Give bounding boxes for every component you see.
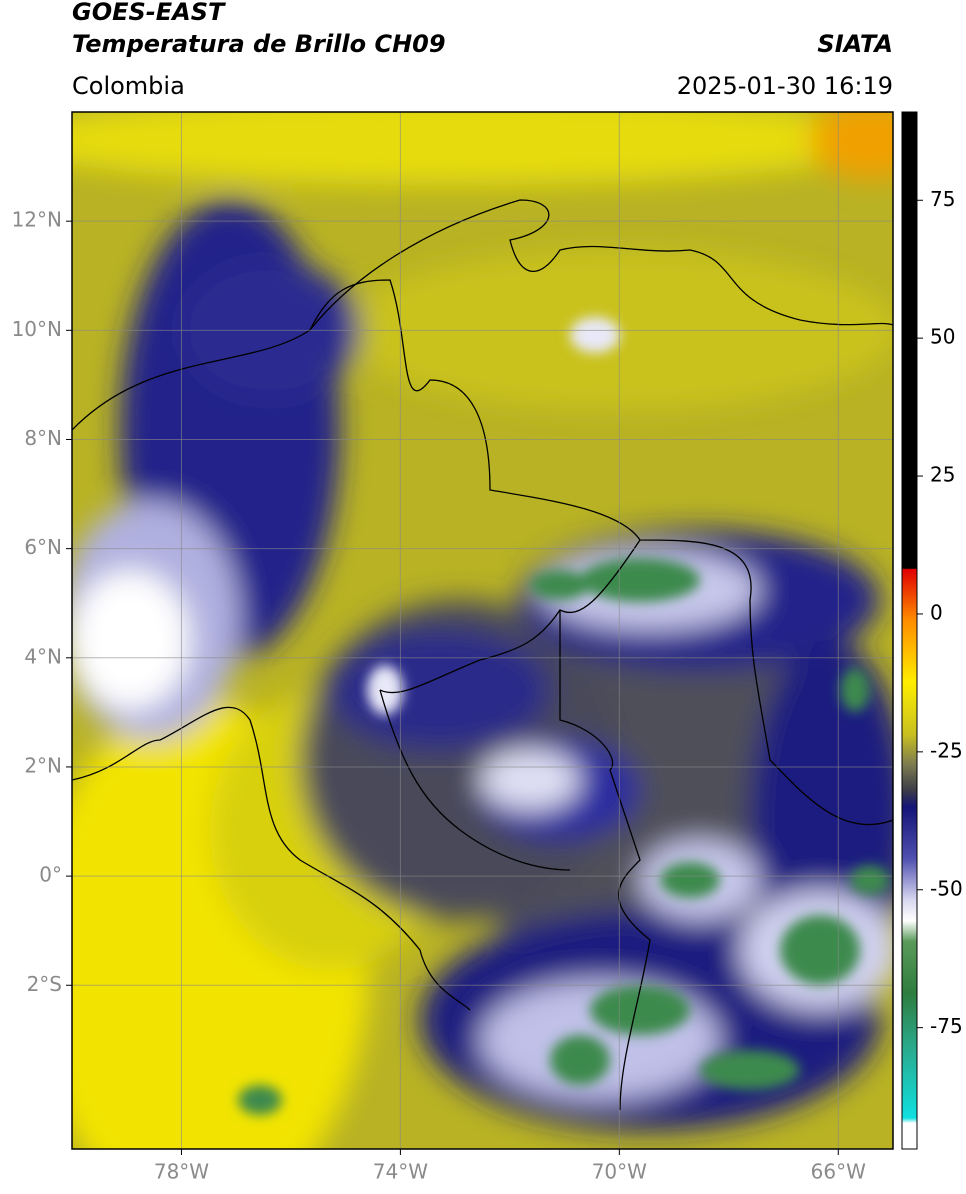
y-tick-label: 6°N (24, 535, 62, 559)
x-tick-label: 74°W (373, 1160, 428, 1184)
colorbar-tick-label: -25 (930, 738, 963, 762)
y-tick-label: 10°N (12, 317, 62, 341)
datetime: 2025-01-30 16:19 (677, 72, 893, 100)
colorbar-tick-label: -50 (930, 876, 963, 900)
title: GOES-EAST (72, 0, 226, 26)
y-tick-label: 2°S (27, 972, 62, 996)
satellite-image (72, 112, 893, 1149)
subtitle: Temperatura de Brillo CH09 (72, 30, 446, 58)
grid (72, 112, 893, 1149)
y-tick-label: 8°N (24, 426, 62, 450)
source: SIATA (817, 30, 893, 58)
colorbar-tick-label: 25 (930, 463, 955, 487)
y-tick-label: 2°N (24, 753, 62, 777)
colorbar-tick-label: 0 (930, 600, 943, 624)
x-tick-label: 78°W (154, 1160, 209, 1184)
colorbar (901, 111, 918, 1150)
colorbar-tick-label: 50 (930, 325, 955, 349)
y-tick-label: 0° (39, 863, 62, 887)
y-tick-label: 12°N (12, 208, 62, 232)
region: Colombia (72, 72, 185, 100)
colorbar-tick-label: 75 (930, 187, 955, 211)
x-tick-label: 70°W (592, 1160, 647, 1184)
y-tick-label: 4°N (24, 644, 62, 668)
map-frame (71, 111, 894, 1150)
x-tick-label: 66°W (811, 1160, 866, 1184)
colorbar-tick-label: -75 (930, 1014, 963, 1038)
